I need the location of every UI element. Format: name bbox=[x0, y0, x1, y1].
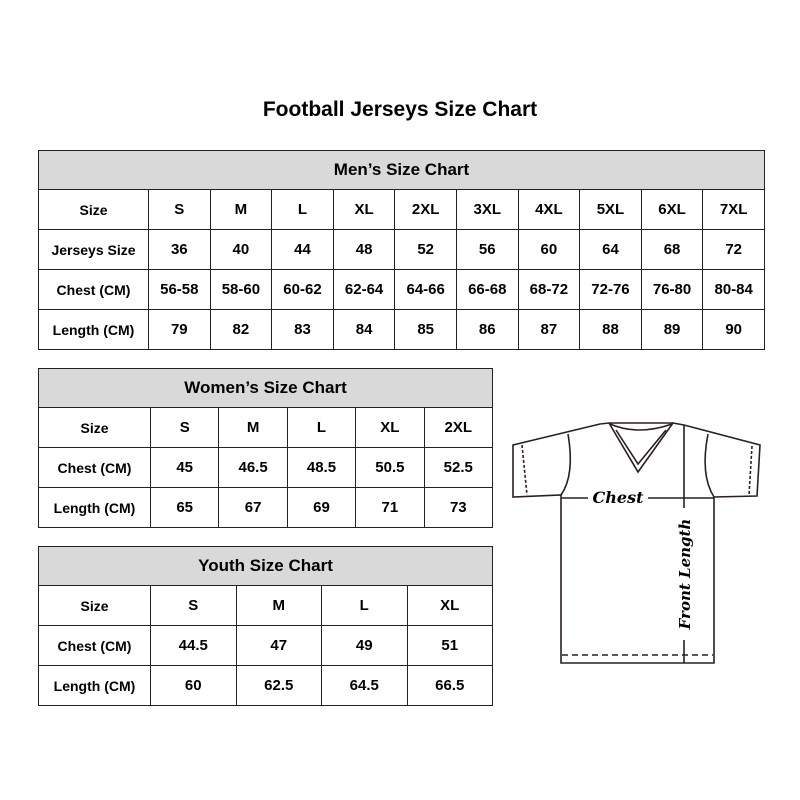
table-cell: 68 bbox=[640, 229, 704, 270]
table-cell: 46.5 bbox=[218, 447, 288, 488]
table-row: Size S M L XL bbox=[38, 585, 493, 626]
table-cell: 84 bbox=[332, 309, 396, 350]
table-cell: 2XL bbox=[423, 407, 494, 448]
table-cell: 2XL bbox=[394, 189, 457, 230]
table-cell: 69 bbox=[286, 487, 357, 528]
table-cell: L bbox=[271, 189, 334, 230]
table-cell: S bbox=[150, 585, 237, 626]
table-cell: 89 bbox=[640, 309, 704, 350]
table-cell: 60 bbox=[150, 665, 237, 706]
table-cell: XL bbox=[406, 585, 493, 626]
jersey-measurement-diagram: Chest Front Length bbox=[512, 422, 761, 664]
table-cell: 83 bbox=[271, 309, 334, 350]
table-cell: S bbox=[148, 189, 211, 230]
table-row: Size S M L XL 2XL bbox=[38, 407, 494, 448]
table-cell: 45 bbox=[149, 447, 220, 488]
youth-size-table: Youth Size Chart Size S M L XL Chest (CM) 44.5… bbox=[38, 546, 493, 706]
table-cell: 64-66 bbox=[394, 269, 457, 310]
table-cell: 85 bbox=[394, 309, 457, 350]
table-cell: 87 bbox=[517, 309, 581, 350]
table-cell: 90 bbox=[702, 309, 765, 350]
table-cell: XL bbox=[332, 189, 396, 230]
row-label: Chest (CM) bbox=[38, 447, 151, 488]
row-label: Chest (CM) bbox=[38, 625, 151, 666]
table-cell: 49 bbox=[321, 625, 408, 666]
table-cell: 66-68 bbox=[455, 269, 519, 310]
table-cell: 48 bbox=[332, 229, 396, 270]
table-cell: 6XL bbox=[640, 189, 704, 230]
table-cell: 71 bbox=[355, 487, 425, 528]
table-cell: 7XL bbox=[702, 189, 765, 230]
table-cell: 76-80 bbox=[640, 269, 704, 310]
table-cell: 64.5 bbox=[321, 665, 408, 706]
table-cell: 51 bbox=[406, 625, 493, 666]
table-cell: 50.5 bbox=[355, 447, 425, 488]
table-cell: 62-64 bbox=[332, 269, 396, 310]
table-row: Length (CM) 79 82 83 84 85 86 87 88 89 90 bbox=[38, 309, 765, 350]
table-cell: 44.5 bbox=[150, 625, 237, 666]
table-cell: 5XL bbox=[579, 189, 642, 230]
table-cell: 58-60 bbox=[209, 269, 273, 310]
table-cell: 66.5 bbox=[406, 665, 493, 706]
table-cell: 60 bbox=[517, 229, 581, 270]
table-cell: 88 bbox=[579, 309, 642, 350]
table-cell: 65 bbox=[149, 487, 220, 528]
table-cell: L bbox=[321, 585, 408, 626]
table-cell: 67 bbox=[218, 487, 288, 528]
table-cell: 86 bbox=[455, 309, 519, 350]
table-cell: 72 bbox=[702, 229, 765, 270]
table-cell: 80-84 bbox=[702, 269, 765, 310]
table-cell: 40 bbox=[209, 229, 273, 270]
table-cell: 68-72 bbox=[517, 269, 581, 310]
row-label: Length (CM) bbox=[38, 665, 151, 706]
youth-table-heading: Youth Size Chart bbox=[38, 546, 493, 586]
table-cell: XL bbox=[355, 407, 425, 448]
table-cell: M bbox=[235, 585, 322, 626]
mens-table-heading: Men’s Size Chart bbox=[38, 150, 765, 190]
mens-size-table: Men’s Size Chart Size S M L XL 2XL 3XL 4XL 5XL 6X… bbox=[38, 150, 765, 350]
table-cell: 52.5 bbox=[423, 447, 494, 488]
chest-label: Chest bbox=[593, 488, 645, 507]
row-label: Size bbox=[38, 585, 151, 626]
table-cell: 62.5 bbox=[235, 665, 322, 706]
table-row: Size S M L XL 2XL 3XL 4XL 5XL 6XL 7XL bbox=[38, 189, 765, 230]
row-label: Jerseys Size bbox=[38, 229, 149, 270]
table-cell: 3XL bbox=[455, 189, 519, 230]
front-length-label: Front Length bbox=[676, 519, 694, 631]
jersey-outline-icon bbox=[512, 422, 761, 664]
womens-size-table: Women’s Size Chart Size S M L XL 2XL Chest (CM… bbox=[38, 368, 494, 528]
table-cell: 60-62 bbox=[271, 269, 334, 310]
table-row: Length (CM) 65 67 69 71 73 bbox=[38, 487, 494, 528]
table-cell: 56-58 bbox=[148, 269, 211, 310]
table-cell: 52 bbox=[394, 229, 457, 270]
womens-table-heading: Women’s Size Chart bbox=[38, 368, 493, 408]
table-cell: 4XL bbox=[517, 189, 581, 230]
table-cell: 56 bbox=[455, 229, 519, 270]
table-row: Chest (CM) 45 46.5 48.5 50.5 52.5 bbox=[38, 447, 494, 488]
table-cell: 44 bbox=[271, 229, 334, 270]
table-cell: 72-76 bbox=[579, 269, 642, 310]
row-label: Length (CM) bbox=[38, 487, 151, 528]
table-cell: 79 bbox=[148, 309, 211, 350]
table-cell: S bbox=[149, 407, 220, 448]
table-cell: 48.5 bbox=[286, 447, 357, 488]
table-cell: L bbox=[286, 407, 357, 448]
table-row: Length (CM) 60 62.5 64.5 66.5 bbox=[38, 665, 493, 706]
page-title: Football Jerseys Size Chart bbox=[262, 98, 538, 121]
row-label: Size bbox=[38, 407, 151, 448]
table-cell: 73 bbox=[423, 487, 494, 528]
table-row: Jerseys Size 36 40 44 48 52 56 60 64 68 72 bbox=[38, 229, 765, 270]
row-label: Chest (CM) bbox=[38, 269, 149, 310]
table-cell: M bbox=[218, 407, 288, 448]
table-cell: 82 bbox=[209, 309, 273, 350]
table-cell: M bbox=[209, 189, 273, 230]
row-label: Size bbox=[38, 189, 149, 230]
table-cell: 36 bbox=[148, 229, 211, 270]
table-row: Chest (CM) 44.5 47 49 51 bbox=[38, 625, 493, 666]
table-cell: 47 bbox=[235, 625, 322, 666]
row-label: Length (CM) bbox=[38, 309, 149, 350]
table-cell: 64 bbox=[579, 229, 642, 270]
table-row: Chest (CM) 56-58 58-60 60-62 62-64 64-66 66-68… bbox=[38, 269, 765, 310]
